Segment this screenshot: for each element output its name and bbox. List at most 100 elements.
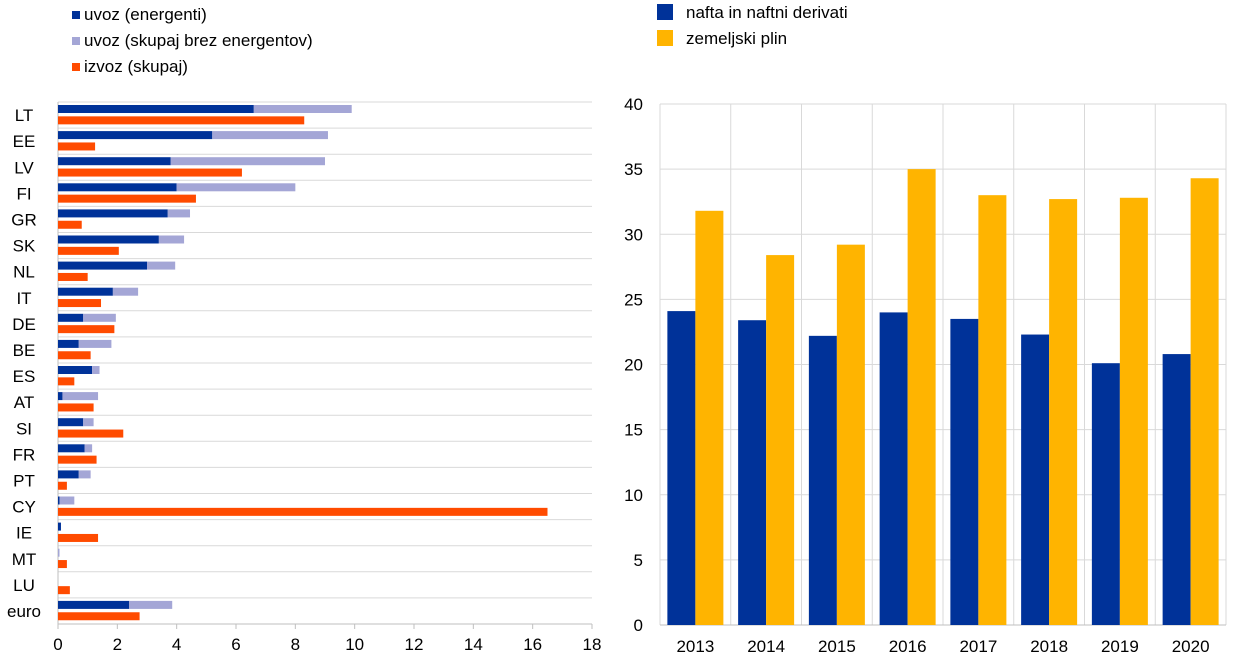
bar-import-energy-si — [58, 418, 84, 427]
category-label-pt: PT — [13, 471, 35, 490]
x-tick-label: 18 — [583, 635, 602, 654]
category-label-at: AT — [14, 393, 34, 412]
bar-import-energy-at — [58, 392, 63, 401]
bar-import-non-energy-be — [78, 339, 112, 348]
bar-import-non-energy-si — [83, 418, 94, 427]
bar-nafta-in-naftni-derivati-2017 — [950, 318, 979, 625]
bar-export-lv — [58, 168, 242, 177]
bar-import-non-energy-lv — [170, 157, 325, 166]
bar-import-energy-fi — [58, 183, 177, 192]
x-tick-label: 0 — [53, 635, 62, 654]
category-label-mt: MT — [12, 550, 37, 569]
bar-export-gr — [58, 220, 82, 229]
bar-export-de — [58, 325, 115, 334]
bar-import-non-energy-euro — [129, 600, 173, 609]
bar-import-energy-gr — [58, 209, 168, 218]
legend-swatch-nafta-in-naftni-derivati — [657, 4, 673, 20]
legend-swatch-izvoz-skupaj — [72, 63, 80, 71]
bar-import-non-energy-it — [112, 287, 139, 296]
x-tick-label: 4 — [172, 635, 181, 654]
bar-export-nl — [58, 272, 88, 281]
category-label-ie: IE — [16, 524, 32, 543]
category-label-fr: FR — [13, 445, 36, 464]
bar-zemeljski-plin-2017 — [978, 195, 1007, 626]
x-tick-label: 10 — [345, 635, 364, 654]
y-tick-label: 30 — [624, 225, 643, 244]
bar-export-fr — [58, 455, 97, 464]
bar-export-sk — [58, 246, 119, 255]
category-label-lv: LV — [14, 158, 34, 177]
bar-nafta-in-naftni-derivati-2018 — [1021, 334, 1050, 625]
category-label-es: ES — [13, 367, 36, 386]
x-tick-label: 12 — [405, 635, 424, 654]
bar-zemeljski-plin-2018 — [1049, 199, 1078, 625]
category-label-de: DE — [12, 315, 36, 334]
category-label-si: SI — [16, 419, 32, 438]
bar-import-non-energy-fi — [176, 183, 296, 192]
y-tick-label: 35 — [624, 160, 643, 179]
legend-swatch-zemeljski-plin — [657, 30, 673, 46]
x-category-label-2017: 2017 — [959, 637, 997, 656]
category-label-sk: SK — [13, 237, 36, 256]
legend-label-uvoz-skupaj-brez-energentov: uvoz (skupaj brez energentov) — [84, 31, 313, 50]
bar-nafta-in-naftni-derivati-2013 — [667, 311, 696, 625]
x-tick-label: 2 — [113, 635, 122, 654]
bar-import-non-energy-es — [92, 366, 100, 374]
x-tick-label: 14 — [464, 635, 483, 654]
category-label-euro: euro — [7, 602, 41, 621]
y-tick-label: 10 — [624, 486, 643, 505]
x-category-label-2016: 2016 — [889, 637, 927, 656]
bar-import-non-energy-fr — [84, 444, 93, 453]
y-tick-label: 15 — [624, 421, 643, 440]
x-category-label-2014: 2014 — [747, 637, 785, 656]
bar-export-ie — [58, 533, 99, 542]
category-label-cy: CY — [12, 498, 36, 517]
category-label-lu: LU — [13, 576, 35, 595]
bar-import-non-energy-pt — [78, 470, 91, 479]
x-category-label-2020: 2020 — [1172, 637, 1210, 656]
bar-import-energy-nl — [58, 261, 147, 270]
category-label-be: BE — [13, 341, 36, 360]
bar-export-pt — [58, 481, 67, 490]
bar-export-fi — [58, 194, 196, 203]
bar-import-energy-fr — [58, 444, 85, 453]
bar-nafta-in-naftni-derivati-2014 — [738, 320, 767, 625]
bar-import-non-energy-sk — [158, 235, 185, 244]
bar-import-energy-lt — [58, 105, 254, 113]
bar-export-mt — [58, 560, 67, 569]
bar-export-euro — [58, 612, 140, 621]
bar-export-be — [58, 351, 91, 360]
x-tick-label: 16 — [523, 635, 542, 654]
category-label-lt: LT — [15, 106, 34, 125]
bar-nafta-in-naftni-derivati-2016 — [879, 312, 908, 625]
bar-import-non-energy-at — [62, 392, 99, 401]
x-category-label-2018: 2018 — [1030, 637, 1068, 656]
bar-export-si — [58, 429, 124, 438]
bar-export-at — [58, 403, 94, 412]
x-tick-label: 6 — [231, 635, 240, 654]
category-label-gr: GR — [11, 210, 37, 229]
bar-import-energy-cy — [58, 496, 60, 505]
x-category-label-2019: 2019 — [1101, 637, 1139, 656]
bar-export-it — [58, 299, 102, 308]
bar-export-lu — [58, 586, 70, 595]
left-horizontal-bar-chart: uvoz (energenti) uvoz (skupaj brez energe… — [7, 5, 602, 654]
category-label-it: IT — [16, 289, 31, 308]
bar-import-energy-de — [58, 313, 84, 322]
bar-zemeljski-plin-2019 — [1119, 197, 1148, 625]
bar-nafta-in-naftni-derivati-2015 — [808, 335, 837, 625]
legend-label-nafta-in-naftni-derivati: nafta in naftni derivati — [686, 3, 848, 22]
bar-export-es — [58, 377, 75, 386]
bar-import-energy-lv — [58, 157, 171, 166]
x-category-label-2013: 2013 — [676, 637, 714, 656]
bar-zemeljski-plin-2015 — [836, 244, 865, 626]
bar-import-energy-be — [58, 339, 79, 348]
category-label-ee: EE — [13, 132, 36, 151]
bar-zemeljski-plin-2020 — [1190, 178, 1219, 625]
category-label-nl: NL — [13, 263, 35, 282]
bar-zemeljski-plin-2013 — [695, 210, 724, 625]
bar-import-non-energy-gr — [167, 209, 191, 218]
y-tick-label: 40 — [624, 95, 643, 114]
legend-label-izvoz-skupaj: izvoz (skupaj) — [84, 57, 188, 76]
legend-label-uvoz-energenti: uvoz (energenti) — [84, 5, 207, 24]
